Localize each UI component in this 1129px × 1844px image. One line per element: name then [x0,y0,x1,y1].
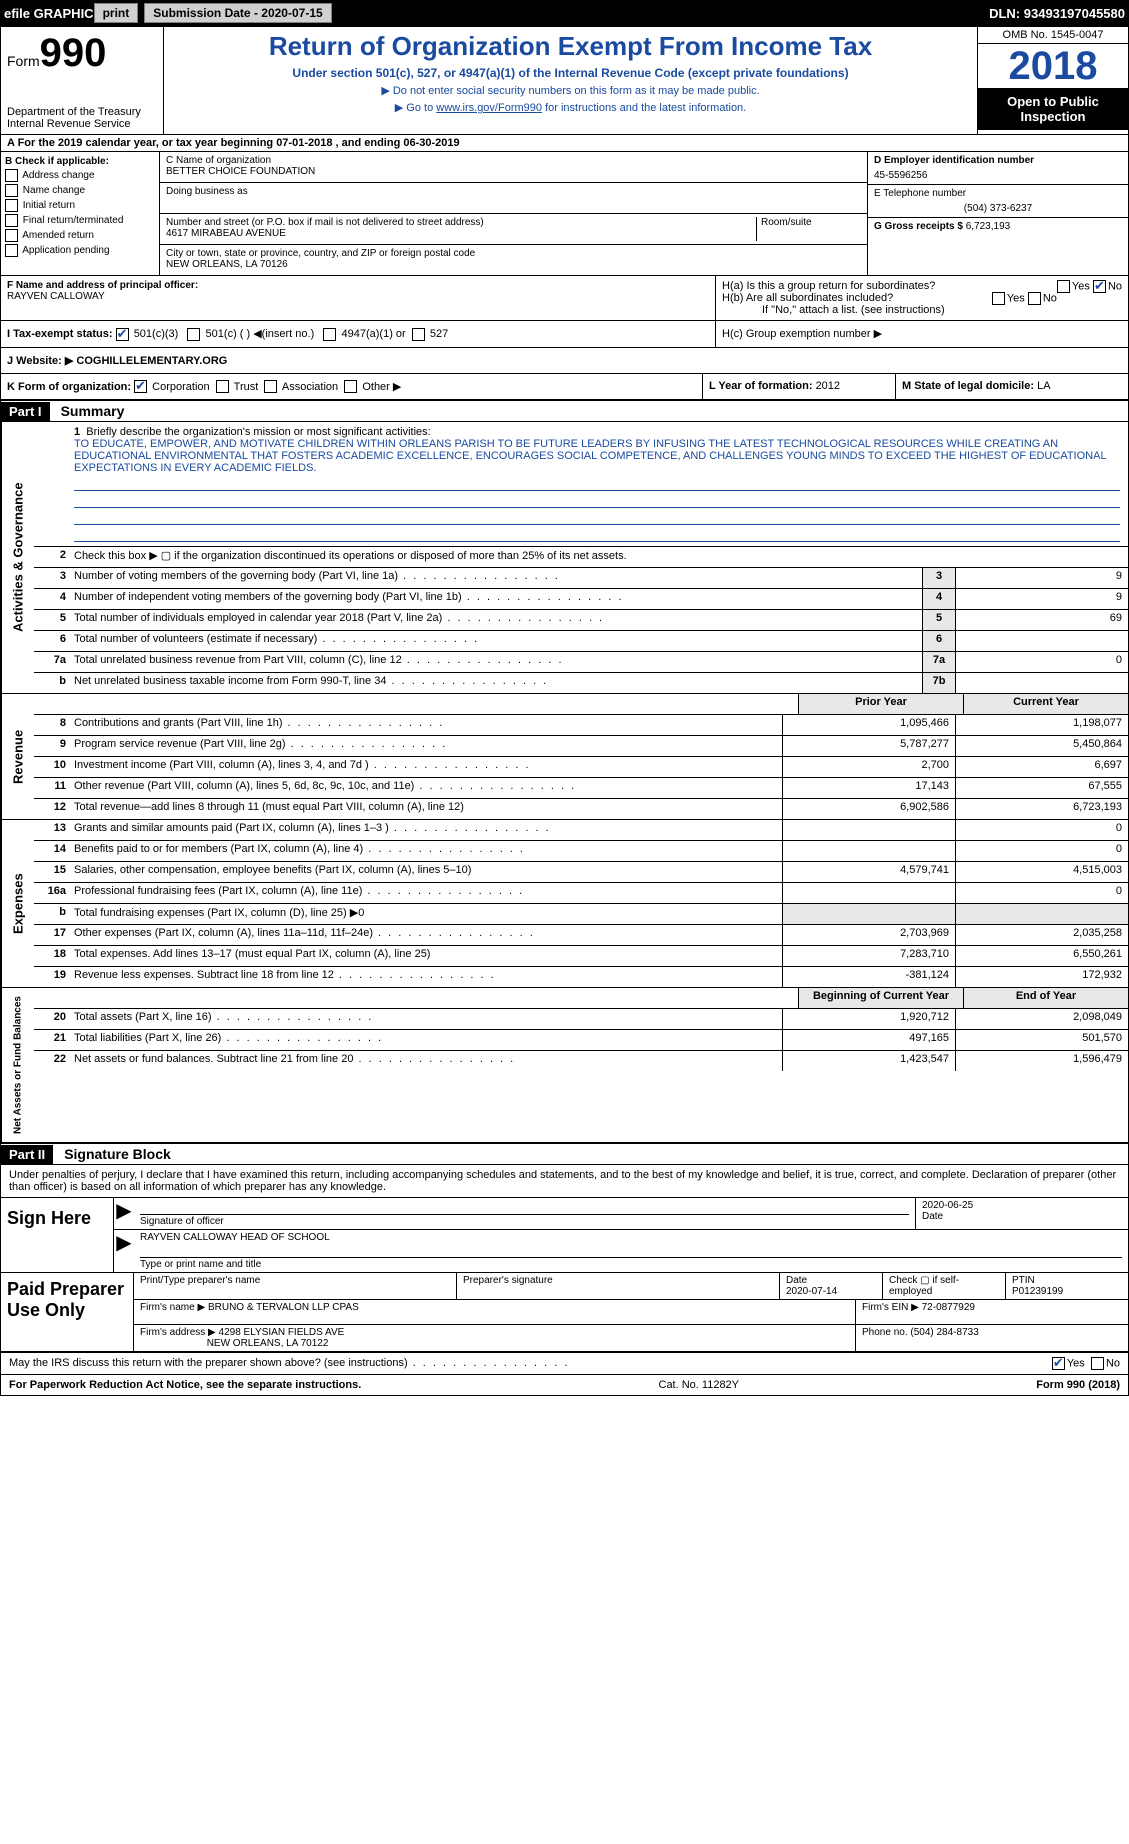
prep-date: 2020-07-14 [786,1286,837,1297]
form-number: Form990 [7,31,157,76]
side-expenses: Expenses [1,820,34,987]
omb-number: OMB No. 1545-0047 [978,27,1128,44]
ein: 45-5596256 [874,170,1122,181]
org-city: NEW ORLEANS, LA 70126 [166,259,861,270]
cb-ha-no[interactable] [1093,280,1106,293]
val-7a: 0 [955,652,1128,672]
val-6 [955,631,1128,651]
cb-ha-yes[interactable] [1057,280,1070,293]
arrow-icon: ▶ [114,1230,134,1272]
phone: (504) 373-6237 [874,203,1122,214]
form-footer: Form 990 (2018) [1036,1379,1120,1391]
paperwork-notice: For Paperwork Reduction Act Notice, see … [9,1379,361,1391]
form-header: Form990 Department of the Treasury Inter… [1,27,1128,135]
principal-officer: RAYVEN CALLOWAY [7,291,709,302]
row-f-h: F Name and address of principal officer:… [1,276,1128,321]
part-1-label: Part I [1,402,50,421]
val-4: 9 [955,589,1128,609]
year-formation: 2012 [816,380,840,392]
cb-501c[interactable] [187,328,200,341]
website-note: ▶ Go to www.irs.gov/Form990 for instruct… [172,101,969,114]
cb-4947[interactable] [323,328,336,341]
tax-year: 2018 [978,44,1128,88]
cb-corp[interactable] [134,380,147,393]
form-title: Return of Organization Exempt From Incom… [172,31,969,62]
cat-no: Cat. No. 11282Y [361,1379,1036,1391]
cb-discuss-yes[interactable] [1052,1357,1065,1370]
firm-addr: 4298 ELYSIAN FIELDS AVE [219,1327,345,1338]
officer-name: RAYVEN CALLOWAY HEAD OF SCHOOL [140,1232,1122,1243]
firm-phone: (504) 284-8733 [910,1327,978,1338]
val-5: 69 [955,610,1128,630]
dln: DLN: 93493197045580 [989,6,1125,21]
sign-here-label: Sign Here [1,1198,114,1272]
form-subtitle: Under section 501(c), 527, or 4947(a)(1)… [172,66,969,80]
side-net-assets: Net Assets or Fund Balances [1,988,34,1142]
cb-amended[interactable] [5,229,18,242]
section-a-tax-year: A For the 2019 calendar year, or tax yea… [1,135,1128,152]
cb-address-change[interactable] [5,169,18,182]
ssn-note: ▶ Do not enter social security numbers o… [172,84,969,97]
part-1-title: Summary [53,401,133,421]
val-3: 9 [955,568,1128,588]
cb-501c3[interactable] [116,328,129,341]
paid-preparer-label: Paid Preparer Use Only [1,1273,134,1351]
cb-final-return[interactable] [5,214,18,227]
sign-date: 2020-06-25 [922,1200,1122,1211]
org-info-grid: B Check if applicable: Address change Na… [1,152,1128,276]
form-990: Form990 Department of the Treasury Inter… [0,26,1129,1396]
arrow-icon: ▶ [114,1198,134,1229]
org-address: 4617 MIRABEAU AVENUE [166,228,756,239]
val-7b [955,673,1128,693]
part-2-label: Part II [1,1145,53,1164]
firm-ein: 72-0877929 [922,1302,975,1313]
submission-date-button[interactable]: Submission Date - 2020-07-15 [144,3,331,23]
declaration: Under penalties of perjury, I declare th… [1,1165,1128,1198]
top-bar: efile GRAPHIC print Submission Date - 20… [0,0,1129,26]
side-governance: Activities & Governance [1,422,34,693]
print-button[interactable]: print [94,3,139,23]
efile-label: efile GRAPHIC [4,6,94,21]
org-name: BETTER CHOICE FOUNDATION [166,166,861,177]
cb-trust[interactable] [216,380,229,393]
section-b-checkboxes: B Check if applicable: Address change Na… [1,152,160,275]
mission-text: TO EDUCATE, EMPOWER, AND MOTIVATE CHILDR… [74,438,1120,474]
irs-link[interactable]: www.irs.gov/Form990 [436,102,542,114]
part-2-title: Signature Block [56,1144,179,1164]
state-domicile: LA [1037,380,1050,392]
website: COGHILLELEMENTARY.ORG [76,355,227,367]
cb-hb-no[interactable] [1028,292,1041,305]
cb-app-pending[interactable] [5,244,18,257]
cb-other[interactable] [344,380,357,393]
ptin: P01239199 [1012,1286,1063,1297]
side-revenue: Revenue [1,694,34,819]
open-to-public: Open to Public Inspection [978,88,1128,130]
dept-treasury: Department of the Treasury Internal Reve… [7,106,157,130]
cb-hb-yes[interactable] [992,292,1005,305]
cb-discuss-no[interactable] [1091,1357,1104,1370]
cb-initial-return[interactable] [5,199,18,212]
firm-name: BRUNO & TERVALON LLP CPAS [208,1302,359,1313]
cb-527[interactable] [412,328,425,341]
gross-receipts: 6,723,193 [966,221,1011,232]
cb-name-change[interactable] [5,184,18,197]
cb-assoc[interactable] [264,380,277,393]
